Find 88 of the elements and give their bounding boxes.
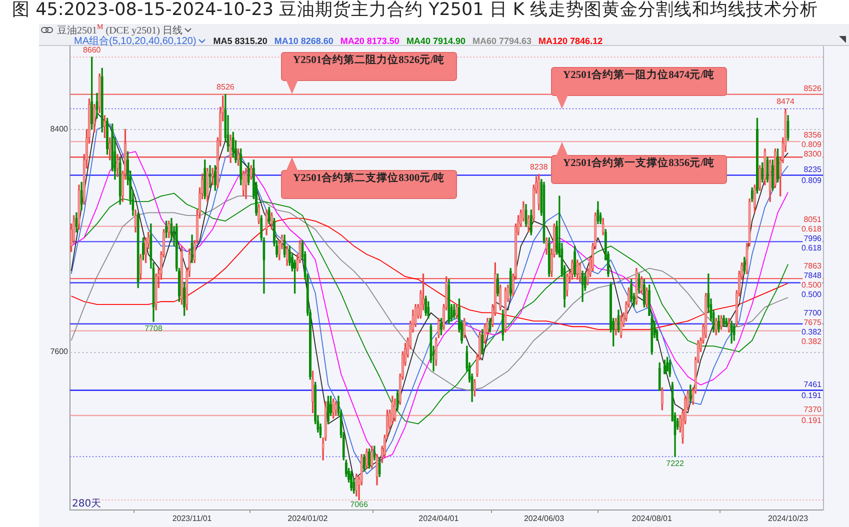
candlestick <box>134 210 137 232</box>
ref-line-label: 7370 0.191 <box>801 405 822 426</box>
candlestick <box>504 287 507 333</box>
candlestick <box>204 160 206 200</box>
legend-title: MA组合(5,10,20,40,60,120) <box>74 36 196 46</box>
candlestick <box>614 318 618 336</box>
ref-line-label: 7848 0.500 <box>801 271 822 290</box>
text: 8474 <box>776 96 794 106</box>
text: 8238 <box>530 162 548 172</box>
candlestick <box>566 274 568 296</box>
candlestick <box>206 168 209 202</box>
candlestick <box>168 220 170 238</box>
candlestick <box>93 104 96 132</box>
candlestick <box>265 210 268 236</box>
candlestick <box>448 279 450 324</box>
candlestick <box>768 160 772 202</box>
candlestick <box>250 165 252 180</box>
chart-title: 图 45:2023-08-15-2024-10-23 豆油期货主力合约 Y2501 日 K 线走势图黄金分割线和均线技术分析 <box>11 0 819 21</box>
y-tick-label: 7600 <box>50 346 69 356</box>
text: 0.500 <box>801 290 822 300</box>
candlestick <box>396 390 399 410</box>
candlestick <box>242 170 245 196</box>
candlestick <box>376 454 378 486</box>
candlestick <box>78 184 80 230</box>
ref-line-label: 8051 0.618 <box>801 214 822 234</box>
annotation: 280天 <box>72 498 102 510</box>
candlestick <box>545 237 548 255</box>
text: 7066 <box>350 500 368 510</box>
text: MA10 8268.60 <box>274 36 334 46</box>
ref-line-label: 8300 <box>804 150 822 159</box>
candlestick <box>542 182 546 244</box>
candlestick <box>450 304 453 322</box>
candlestick <box>527 215 530 232</box>
ref-line-label: 7675 0.382 <box>801 318 822 336</box>
annotation: Y2501合约第一阻力位8474元/吨 <box>551 66 726 96</box>
x-tick-label: 2024/10/23 <box>768 514 809 524</box>
annotation: Y2501合约第二阻力位8526元/吨 <box>281 52 456 82</box>
text: MA5 8315.20 <box>213 36 268 46</box>
candlestick <box>786 115 790 141</box>
candlestick <box>268 206 270 224</box>
text: 7700 <box>804 308 822 318</box>
chart-subtitle: 豆油2501$^{M}$ (DCE y2501) 日线 <box>57 22 182 36</box>
text: 7222 <box>666 458 684 468</box>
text: MA60 7794.63 <box>472 36 532 46</box>
text: MA40 7914.90 <box>406 36 466 46</box>
text: 8660 <box>82 45 101 54</box>
text: 7708 <box>144 324 162 333</box>
candlestick <box>728 318 730 333</box>
ref-line-label: 7996 0.618 <box>801 234 822 252</box>
candlestick <box>136 212 140 288</box>
annotation: Y2501合约第二支撑位8300元/吨 <box>281 170 456 200</box>
candlestick <box>653 320 656 338</box>
candlestick <box>668 360 672 377</box>
annotation: Y2501合约第一支撑位8356元/吨 <box>551 154 726 184</box>
candlestick <box>640 276 643 294</box>
x-tick-label: 2024/08/01 <box>632 514 672 524</box>
x-tick-label: 2024/01/02 <box>288 514 328 524</box>
y-tick-label: 8400 <box>50 124 69 134</box>
candlestick <box>286 246 288 266</box>
text: MA120 7846.12 <box>538 36 603 46</box>
candlestick <box>394 398 396 422</box>
candlestick <box>766 156 769 182</box>
candlestick <box>620 315 622 338</box>
candlestick <box>725 318 728 327</box>
candlestick <box>578 262 582 282</box>
candlestick <box>208 165 212 188</box>
ref-line-label: 8235 0.809 <box>801 164 822 185</box>
candlestick <box>211 168 214 186</box>
candlestick <box>714 318 718 336</box>
ref-line-label: 8526 <box>804 84 822 94</box>
candlestick <box>244 168 248 200</box>
text: 8526 <box>216 82 234 92</box>
candlestick <box>635 268 638 305</box>
x-tick-label: 2023/11/01 <box>172 514 212 524</box>
text: MA20 8173.50 <box>340 36 400 46</box>
text: 7863 <box>804 262 822 271</box>
candlestick <box>98 73 101 114</box>
candlestick <box>576 260 579 280</box>
ref-line-label: 7461 0.191 <box>801 380 822 400</box>
candlestick <box>509 268 512 296</box>
ref-line-label: 8356 0.809 <box>801 130 822 150</box>
candlestick <box>602 218 604 236</box>
x-tick-label: 2024/06/03 <box>524 514 565 524</box>
candlestick <box>355 474 358 496</box>
candlestick <box>334 401 338 416</box>
text: 0.382 <box>801 336 822 346</box>
x-tick-label: 2024/04/01 <box>418 514 460 524</box>
candlestick <box>100 68 104 132</box>
